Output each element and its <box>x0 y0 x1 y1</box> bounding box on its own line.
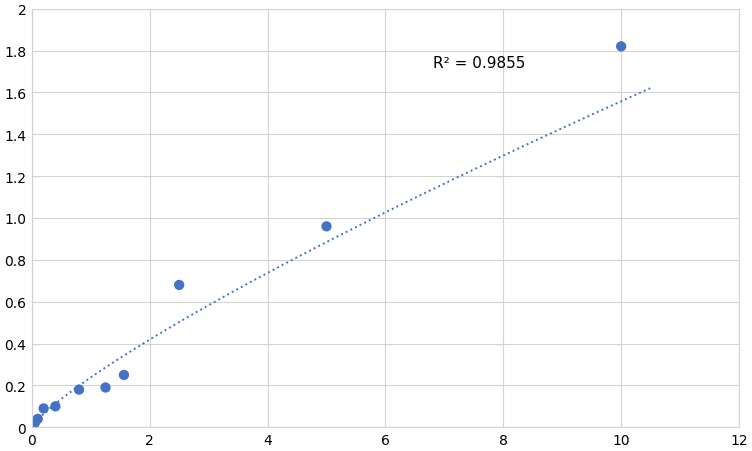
Text: R² = 0.9855: R² = 0.9855 <box>432 56 525 71</box>
Point <box>50 403 62 410</box>
Point <box>38 405 50 412</box>
Point <box>173 282 185 289</box>
Point <box>118 372 130 379</box>
Point <box>320 223 332 230</box>
Point <box>615 44 627 51</box>
Point <box>32 415 44 423</box>
Point <box>29 419 41 427</box>
Point <box>73 386 85 393</box>
Point <box>26 424 38 431</box>
Point <box>99 384 111 391</box>
